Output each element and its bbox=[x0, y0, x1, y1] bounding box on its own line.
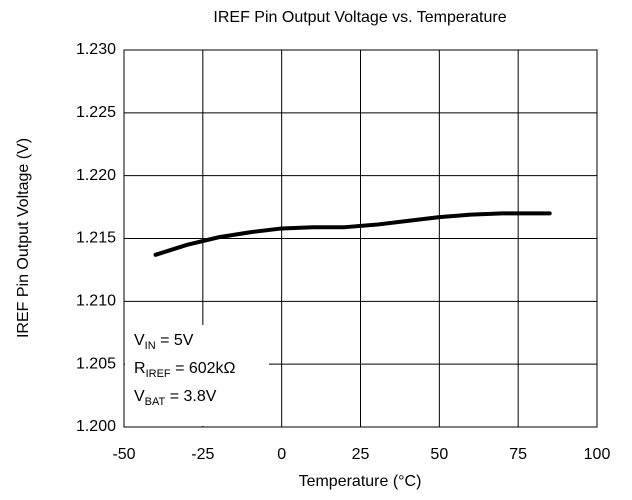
x-tick-label: 100 bbox=[584, 446, 611, 463]
annotation-sub: IN bbox=[145, 340, 156, 352]
y-tick-label: 1.230 bbox=[76, 41, 116, 58]
data-line bbox=[153, 211, 552, 257]
annotation: VIN = 5V bbox=[134, 332, 194, 352]
x-tick-label: 25 bbox=[352, 446, 370, 463]
y-tick-label: 1.220 bbox=[76, 167, 116, 184]
annotation-main: V bbox=[134, 388, 145, 405]
annotation-main: R bbox=[134, 360, 146, 377]
x-axis-label: Temperature (°C) bbox=[299, 473, 422, 490]
annotation-rest: = 602kΩ bbox=[171, 360, 236, 377]
y-axis-label: IREF Pin Output Voltage (V) bbox=[15, 138, 32, 338]
chart-title: IREF Pin Output Voltage vs. Temperature bbox=[213, 9, 506, 26]
plot-border bbox=[123, 49, 598, 428]
y-tick-label: 1.205 bbox=[76, 355, 116, 372]
y-tick-label: 1.210 bbox=[76, 293, 116, 310]
annotation-sub: BAT bbox=[145, 396, 166, 408]
x-tick-label: 50 bbox=[430, 446, 448, 463]
x-tick-label: 0 bbox=[277, 446, 286, 463]
annotation-rest: = 3.8V bbox=[165, 388, 216, 405]
annotation-box bbox=[125, 325, 269, 426]
annotation-sub: IREF bbox=[146, 368, 171, 380]
y-tick-label: 1.200 bbox=[76, 418, 116, 435]
x-tick-label: 75 bbox=[509, 446, 527, 463]
annotation-rest: = 5V bbox=[156, 332, 194, 349]
annotation: RIREF = 602kΩ bbox=[134, 360, 236, 380]
x-tick-label: -50 bbox=[112, 446, 135, 463]
y-tick-label: 1.225 bbox=[76, 104, 116, 121]
x-tick-label: -25 bbox=[191, 446, 214, 463]
y-tick-label: 1.215 bbox=[76, 230, 116, 247]
annotation: VBAT = 3.8V bbox=[134, 388, 217, 408]
annotation-main: V bbox=[134, 332, 145, 349]
